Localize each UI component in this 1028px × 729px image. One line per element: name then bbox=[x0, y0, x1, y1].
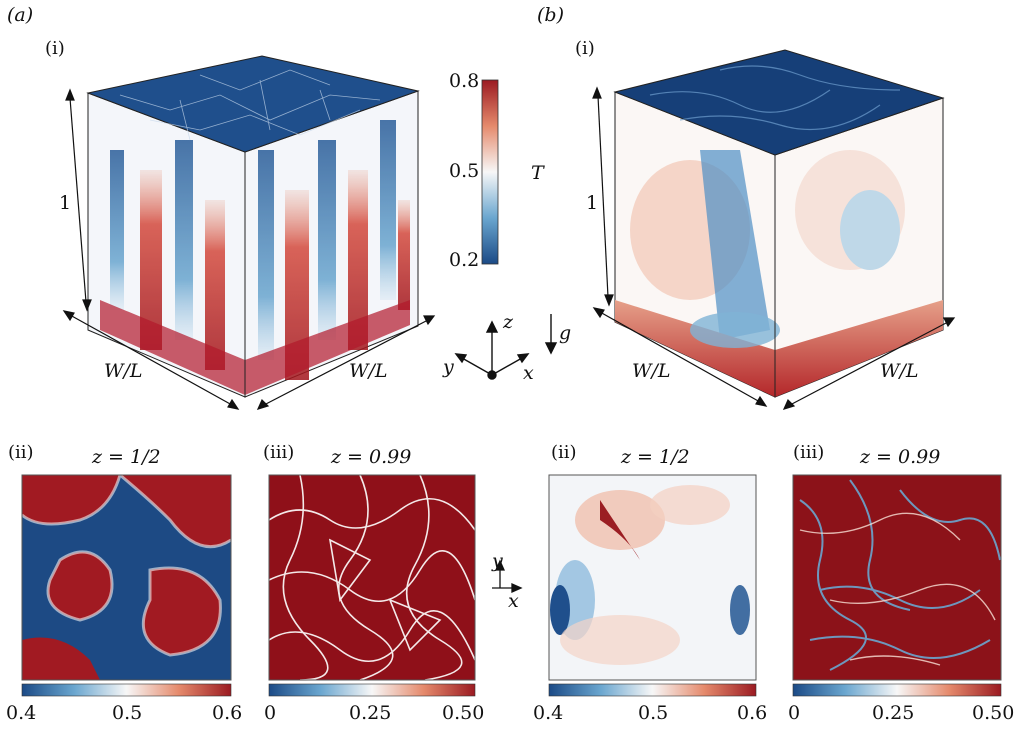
panel-b-width-right: W/L bbox=[880, 360, 919, 382]
colorbar-a-iii bbox=[268, 683, 476, 697]
colorbar-mid-tick: 0.5 bbox=[449, 160, 480, 182]
colorbar-b-ii bbox=[548, 683, 757, 697]
axis-triad-icon bbox=[454, 320, 530, 380]
panel-b-height-label: 1 bbox=[586, 192, 599, 214]
panel-a-label: (a) bbox=[7, 4, 34, 26]
panel-a-i-label: (i) bbox=[45, 38, 65, 59]
a-ii-tick-2: 0.6 bbox=[212, 702, 243, 724]
slice-axis-x-label: x bbox=[508, 590, 519, 612]
slice-b-iii bbox=[792, 474, 1002, 681]
slice-a-iii bbox=[268, 474, 476, 681]
panel-a-iii-label: (iii) bbox=[263, 442, 295, 463]
panel-b-i-label: (i) bbox=[575, 38, 595, 59]
panel-b-ii-label: (ii) bbox=[551, 442, 577, 463]
b-iii-tick-2: 0.50 bbox=[972, 702, 1015, 724]
colorbar-b-iii bbox=[792, 683, 1002, 697]
slice-b-ii bbox=[548, 474, 757, 681]
slice-axis-y-label: y bbox=[492, 550, 503, 572]
axis-y-label: y bbox=[443, 356, 454, 378]
b-iii-tick-1: 0.25 bbox=[872, 702, 915, 724]
axis-z-label: z bbox=[503, 311, 514, 333]
colorbar-top-tick: 0.8 bbox=[449, 70, 480, 92]
a-ii-tick-1: 0.5 bbox=[112, 702, 143, 724]
panel-b-iii-label: (iii) bbox=[793, 442, 825, 463]
colorbar-bottom-tick: 0.2 bbox=[449, 249, 480, 271]
slice-a-ii bbox=[21, 473, 232, 681]
panel-a-height-label: 1 bbox=[59, 192, 72, 214]
cube-b bbox=[613, 49, 945, 398]
panel-b-ii-title: z = 1/2 bbox=[621, 446, 690, 468]
cube-a-dimensions bbox=[62, 88, 436, 410]
gravity-arrow-icon bbox=[544, 314, 558, 355]
colorbar-T bbox=[481, 79, 499, 265]
b-ii-tick-2: 0.6 bbox=[737, 702, 768, 724]
b-ii-tick-1: 0.5 bbox=[638, 702, 669, 724]
b-ii-tick-0: 0.4 bbox=[533, 702, 564, 724]
a-iii-tick-1: 0.25 bbox=[349, 702, 392, 724]
xy-axes-icon bbox=[492, 559, 523, 594]
panel-a-ii-title: z = 1/2 bbox=[92, 446, 161, 468]
gravity-label: g bbox=[559, 322, 572, 344]
panel-b-iii-title: z = 0.99 bbox=[860, 446, 941, 468]
a-iii-tick-2: 0.50 bbox=[442, 702, 485, 724]
cube-b-dimensions bbox=[592, 86, 956, 410]
b-iii-tick-0: 0 bbox=[788, 702, 801, 724]
panel-b-label: (b) bbox=[537, 4, 564, 26]
colorbar-a-ii bbox=[21, 683, 232, 697]
colorbar-variable-label: T bbox=[531, 162, 544, 184]
cube-a bbox=[86, 55, 420, 398]
panel-a-ii-label: (ii) bbox=[8, 442, 34, 463]
panel-a-width-right: W/L bbox=[349, 360, 388, 382]
panel-a-iii-title: z = 0.99 bbox=[331, 446, 412, 468]
axis-x-label: x bbox=[523, 362, 534, 384]
a-ii-tick-0: 0.4 bbox=[6, 702, 37, 724]
panel-b-width-left: W/L bbox=[632, 360, 671, 382]
a-iii-tick-0: 0 bbox=[264, 702, 277, 724]
panel-a-width-left: W/L bbox=[104, 360, 143, 382]
